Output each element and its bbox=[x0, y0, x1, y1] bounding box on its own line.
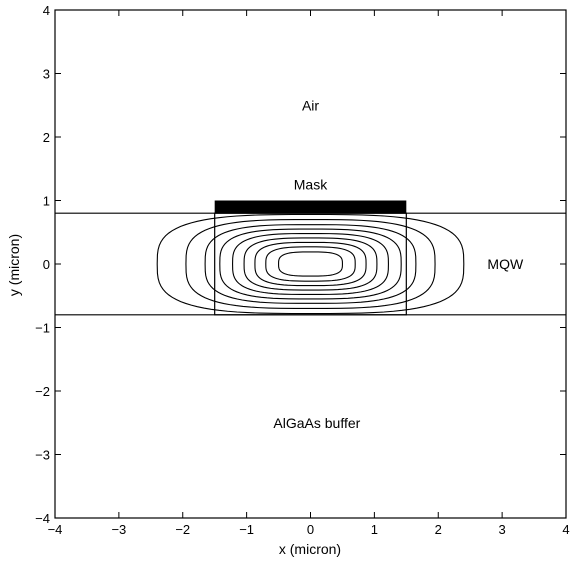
x-tick-label: 0 bbox=[307, 522, 314, 537]
y-tick-label: −1 bbox=[35, 321, 50, 336]
y-tick-label: 1 bbox=[43, 194, 50, 209]
y-tick-label: −3 bbox=[35, 448, 50, 463]
x-tick-label: 4 bbox=[562, 522, 569, 537]
y-tick-label: 2 bbox=[43, 130, 50, 145]
x-tick-label: 3 bbox=[499, 522, 506, 537]
contour-line-1 bbox=[156, 213, 465, 315]
ridge-outline bbox=[214, 212, 407, 316]
contour-line-5 bbox=[232, 232, 389, 296]
annotation-mask: Mask bbox=[294, 177, 328, 193]
annotation-algaas-buffer: AlGaAs buffer bbox=[273, 415, 360, 431]
x-tick-label: −4 bbox=[48, 522, 63, 537]
x-tick-label: −1 bbox=[239, 522, 254, 537]
annotation-air: Air bbox=[302, 97, 319, 113]
x-tick-label: 2 bbox=[435, 522, 442, 537]
y-tick-label: −4 bbox=[35, 511, 50, 526]
annotation-mqw: MQW bbox=[487, 256, 524, 272]
mask-bar bbox=[214, 200, 407, 214]
y-axis-title: y (micron) bbox=[6, 234, 22, 296]
axis-ticks: −4 −3 −2 −1 0 1 2 3 4 −4 −3 −2 −1 0 1 2 3 4 bbox=[35, 3, 569, 537]
contour-line-7 bbox=[254, 241, 367, 287]
x-tick-label: −3 bbox=[111, 522, 126, 537]
mode-contours bbox=[156, 213, 465, 315]
contour-line-9 bbox=[278, 251, 343, 277]
region-labels: Air Mask MQW AlGaAs buffer bbox=[273, 97, 524, 431]
x-tick-label: −2 bbox=[175, 522, 190, 537]
contour-line-3 bbox=[204, 224, 417, 304]
y-tick-label: 3 bbox=[43, 67, 50, 82]
contour-line-4 bbox=[219, 228, 402, 300]
x-axis-title: x (micron) bbox=[279, 541, 341, 557]
x-tick-label: 1 bbox=[371, 522, 378, 537]
contour-line-6 bbox=[243, 237, 378, 291]
layer-structure bbox=[55, 200, 566, 316]
y-tick-label: −2 bbox=[35, 384, 50, 399]
contour-line-2 bbox=[185, 219, 436, 309]
contour-line-8 bbox=[265, 246, 356, 282]
y-tick-label: 4 bbox=[43, 3, 50, 18]
y-tick-label: 0 bbox=[43, 257, 50, 272]
